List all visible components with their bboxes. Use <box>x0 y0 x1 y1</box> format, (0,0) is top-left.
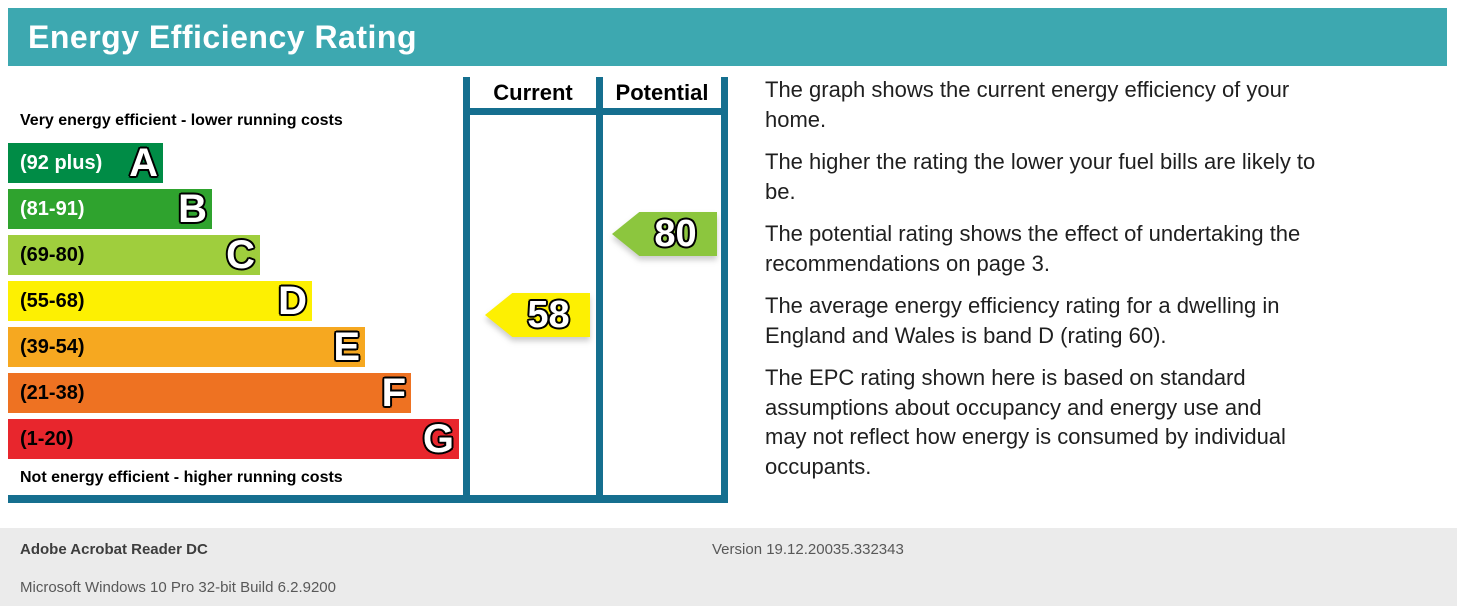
paragraph-higher-rating: The higher the rating the lower your fue… <box>765 149 1316 204</box>
page-title: Energy Efficiency Rating <box>28 18 417 55</box>
band-row-d: (55-68) D <box>8 281 312 321</box>
chart-bottom-border <box>8 495 728 503</box>
current-rating-value: 58 <box>527 294 570 336</box>
os-build-label: Microsoft Windows 10 Pro 32-bit Build 6.… <box>20 579 336 596</box>
band-row-e: (39-54) E <box>8 327 365 367</box>
potential-rating-value: 80 <box>654 213 697 255</box>
column-border-middle <box>596 77 603 495</box>
paragraph-epc-assumptions: The EPC rating shown here is based on st… <box>765 365 1286 479</box>
band-letter: A <box>129 141 158 185</box>
column-border-right <box>721 77 728 495</box>
band-row-g: (1-20) G <box>8 419 459 459</box>
band-row-b: (81-91) B <box>8 189 212 229</box>
band-range-label: (55-68) <box>20 289 85 312</box>
band-row-f: (21-38) F <box>8 373 411 413</box>
epc-chart: Very energy efficient - lower running co… <box>8 75 728 503</box>
current-column-header: Current <box>493 80 573 105</box>
column-header-underline <box>463 108 728 115</box>
column-border-left <box>463 77 470 495</box>
paragraph-graph-shows: The graph shows the current energy effic… <box>765 77 1290 132</box>
band-letter: F <box>381 371 406 415</box>
potential-arrow-shape: 80 <box>612 212 717 256</box>
current-arrow: 58 <box>485 293 590 337</box>
header-bar: Energy Efficiency Rating <box>8 8 1447 66</box>
band-range-label: (21-38) <box>20 381 85 404</box>
paragraph-average-rating: The average energy efficiency rating for… <box>765 293 1280 348</box>
bottom-scale-label: Not energy efficient - higher running co… <box>20 469 343 486</box>
rating-bands: (92 plus) A (81-91) B (69-80) C (55-68) … <box>8 143 459 465</box>
band-range-label: (69-80) <box>20 243 85 266</box>
paragraph-potential-rating: The potential rating shows the effect of… <box>765 221 1301 276</box>
app-info-footer: Adobe Acrobat Reader DC Version 19.12.20… <box>0 528 1457 606</box>
band-range-label: (1-20) <box>20 427 74 450</box>
band-range-label: (81-91) <box>20 197 85 220</box>
band-range-label: (39-54) <box>20 335 85 358</box>
top-scale-label: Very energy efficient - lower running co… <box>20 112 343 129</box>
current-arrow-shape: 58 <box>485 293 590 337</box>
potential-column-header: Potential <box>615 80 709 105</box>
band-letter: G <box>422 417 454 461</box>
band-letter: B <box>178 187 207 231</box>
app-name-label: Adobe Acrobat Reader DC <box>20 541 208 558</box>
description-text: The graph shows the current energy effic… <box>765 75 1425 494</box>
app-version-label: Version 19.12.20035.332343 <box>712 541 904 558</box>
band-letter: C <box>226 233 255 277</box>
band-row-a: (92 plus) A <box>8 143 163 183</box>
band-letter: E <box>333 325 360 369</box>
band-row-c: (69-80) C <box>8 235 260 275</box>
band-range-label: (92 plus) <box>20 151 103 174</box>
potential-arrow: 80 <box>612 212 717 256</box>
band-letter: D <box>278 279 307 323</box>
